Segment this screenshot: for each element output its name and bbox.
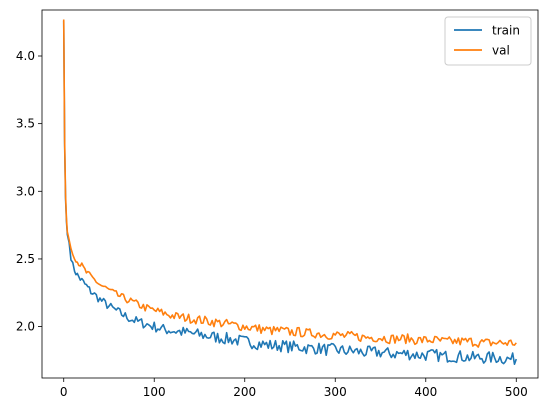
y-tick-label: 2.5 <box>16 252 35 266</box>
y-tick-label: 3.0 <box>16 184 35 198</box>
x-tick-label: 200 <box>233 385 256 399</box>
y-tick-label: 4.0 <box>16 49 35 63</box>
x-tick-label: 0 <box>60 385 68 399</box>
series-line-train <box>62 20 518 366</box>
legend-box <box>444 16 532 66</box>
legend-label-train: train <box>492 24 520 38</box>
series-layer <box>62 19 518 366</box>
legend-label-val: val <box>492 44 510 58</box>
y-tick-label: 3.5 <box>16 117 35 131</box>
series-line-val <box>62 19 517 348</box>
x-tick-label: 500 <box>505 385 528 399</box>
axis-layer: 0 100 200 300 400 500 2.0 2.5 3.0 3.5 4.0 <box>16 49 528 399</box>
x-tick-label: 100 <box>143 385 166 399</box>
legend: train val <box>444 16 532 66</box>
x-tick-label: 400 <box>414 385 437 399</box>
plot-area-background <box>42 10 538 378</box>
x-tick-label: 300 <box>324 385 347 399</box>
plot-frame <box>41 9 539 379</box>
y-tick-label: 2.0 <box>16 320 35 334</box>
